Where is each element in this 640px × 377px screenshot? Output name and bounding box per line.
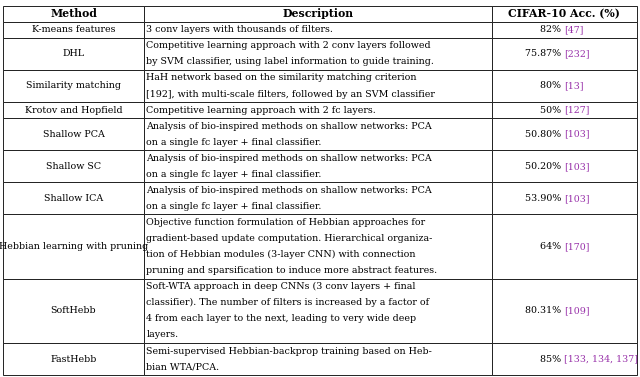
Bar xyxy=(492,215,637,279)
Text: 50.80%: 50.80% xyxy=(525,130,564,139)
Bar xyxy=(492,6,637,22)
Text: Semi-supervised Hebbian-backprop training based on Heb-: Semi-supervised Hebbian-backprop trainin… xyxy=(147,346,432,356)
Text: Shallow SC: Shallow SC xyxy=(46,162,101,171)
Bar xyxy=(3,38,144,70)
Text: Competitive learning approach with 2 conv layers followed: Competitive learning approach with 2 con… xyxy=(147,41,431,50)
Text: on a single fc layer + final classifier.: on a single fc layer + final classifier. xyxy=(147,170,322,179)
Bar xyxy=(492,182,637,215)
Text: 50%: 50% xyxy=(540,106,564,115)
Bar xyxy=(492,279,637,343)
Text: HaH network based on the similarity matching criterion: HaH network based on the similarity matc… xyxy=(147,74,417,83)
Text: [127]: [127] xyxy=(564,106,589,115)
Text: [103]: [103] xyxy=(564,130,590,139)
Text: Analysis of bio-inspired methods on shallow networks: PCA: Analysis of bio-inspired methods on shal… xyxy=(147,122,432,131)
Bar xyxy=(3,150,144,182)
Bar xyxy=(144,279,492,343)
Text: 85%: 85% xyxy=(540,354,564,363)
Text: Soft-WTA approach in deep CNNs (3 conv layers + final: Soft-WTA approach in deep CNNs (3 conv l… xyxy=(147,282,416,291)
Text: K-means features: K-means features xyxy=(32,25,115,34)
Bar xyxy=(3,70,144,102)
Bar xyxy=(144,102,492,118)
Text: tion of Hebbian modules (3-layer CNN) with connection: tion of Hebbian modules (3-layer CNN) wi… xyxy=(147,250,416,259)
Text: Analysis of bio-inspired methods on shallow networks: PCA: Analysis of bio-inspired methods on shal… xyxy=(147,186,432,195)
Text: [232]: [232] xyxy=(564,49,590,58)
Text: [170]: [170] xyxy=(564,242,589,251)
Text: 50.20%: 50.20% xyxy=(525,162,564,171)
Text: layers.: layers. xyxy=(147,331,179,339)
Text: 4 from each layer to the next, leading to very wide deep: 4 from each layer to the next, leading t… xyxy=(147,314,417,323)
Bar xyxy=(492,118,637,150)
Bar xyxy=(144,70,492,102)
Bar xyxy=(144,22,492,38)
Text: [133, 134, 137]: [133, 134, 137] xyxy=(564,354,638,363)
Text: 75.87%: 75.87% xyxy=(525,49,564,58)
Text: 80.31%: 80.31% xyxy=(525,307,564,316)
Text: Shallow PCA: Shallow PCA xyxy=(43,130,104,139)
Bar xyxy=(3,118,144,150)
Text: Objective function formulation of Hebbian approaches for: Objective function formulation of Hebbia… xyxy=(147,218,426,227)
Bar xyxy=(144,215,492,279)
Bar xyxy=(3,343,144,375)
Bar xyxy=(492,102,637,118)
Text: Shallow ICA: Shallow ICA xyxy=(44,194,103,203)
Text: 3 conv layers with thousands of filters.: 3 conv layers with thousands of filters. xyxy=(147,25,333,34)
Text: [103]: [103] xyxy=(564,162,590,171)
Text: Description: Description xyxy=(282,8,353,19)
Text: 82%: 82% xyxy=(540,25,564,34)
Bar xyxy=(492,70,637,102)
Text: [47]: [47] xyxy=(564,25,584,34)
Bar xyxy=(492,150,637,182)
Text: 80%: 80% xyxy=(540,81,564,90)
Text: classifier). The number of filters is increased by a factor of: classifier). The number of filters is in… xyxy=(147,298,429,307)
Bar xyxy=(144,150,492,182)
Bar xyxy=(144,343,492,375)
Text: gradient-based update computation. Hierarchical organiza-: gradient-based update computation. Hiera… xyxy=(147,234,433,243)
Bar xyxy=(492,22,637,38)
Bar xyxy=(3,215,144,279)
Bar xyxy=(3,279,144,343)
Text: [109]: [109] xyxy=(564,307,590,316)
Bar xyxy=(3,102,144,118)
Bar xyxy=(3,182,144,215)
Text: [103]: [103] xyxy=(564,194,590,203)
Text: on a single fc layer + final classifier.: on a single fc layer + final classifier. xyxy=(147,202,322,211)
Text: bian WTA/PCA.: bian WTA/PCA. xyxy=(147,363,220,372)
Text: Analysis of bio-inspired methods on shallow networks: PCA: Analysis of bio-inspired methods on shal… xyxy=(147,154,432,163)
Text: Similarity matching: Similarity matching xyxy=(26,81,121,90)
Text: Hebbian learning with pruning: Hebbian learning with pruning xyxy=(0,242,148,251)
Text: [192], with multi-scale filters, followed by an SVM classifier: [192], with multi-scale filters, followe… xyxy=(147,89,435,98)
Text: 64%: 64% xyxy=(540,242,564,251)
Text: DHL: DHL xyxy=(63,49,84,58)
Bar xyxy=(144,182,492,215)
Bar xyxy=(3,22,144,38)
Bar xyxy=(144,6,492,22)
Bar xyxy=(492,38,637,70)
Text: CIFAR-10 Acc. (%): CIFAR-10 Acc. (%) xyxy=(508,8,620,19)
Bar xyxy=(3,6,144,22)
Bar xyxy=(144,118,492,150)
Text: by SVM classifier, using label information to guide training.: by SVM classifier, using label informati… xyxy=(147,57,435,66)
Text: Method: Method xyxy=(50,8,97,19)
Text: on a single fc layer + final classifier.: on a single fc layer + final classifier. xyxy=(147,138,322,147)
Text: Krotov and Hopfield: Krotov and Hopfield xyxy=(25,106,122,115)
Text: SoftHebb: SoftHebb xyxy=(51,307,97,316)
Text: FastHebb: FastHebb xyxy=(51,354,97,363)
Text: [13]: [13] xyxy=(564,81,584,90)
Text: Competitive learning approach with 2 fc layers.: Competitive learning approach with 2 fc … xyxy=(147,106,376,115)
Text: pruning and sparsification to induce more abstract features.: pruning and sparsification to induce mor… xyxy=(147,266,438,275)
Bar xyxy=(492,343,637,375)
Bar xyxy=(144,38,492,70)
Text: 53.90%: 53.90% xyxy=(525,194,564,203)
